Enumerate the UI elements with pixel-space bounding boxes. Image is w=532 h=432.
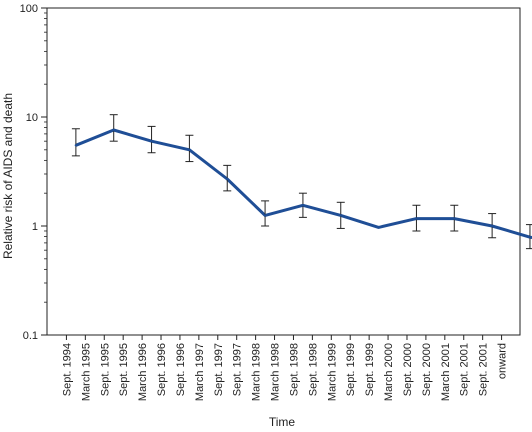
data-point — [377, 226, 380, 229]
x-tick-label: March 2001 — [440, 343, 452, 401]
x-tick-label: March 1995 — [80, 343, 92, 401]
y-tick-label: 100 — [20, 3, 38, 15]
y-tick-label: 0.1 — [23, 330, 38, 342]
plot-frame — [46, 7, 521, 336]
data-point — [188, 148, 191, 152]
data-point — [528, 235, 532, 239]
plot-area: 0.1 1 10 100 Sept. 1994 March 1995 Sept. 1995 S… — [20, 3, 532, 401]
data-point — [112, 128, 115, 132]
data-point — [150, 139, 153, 143]
y-tick-label: 10 — [26, 112, 38, 124]
x-tick-label: March 1998 — [251, 343, 263, 401]
x-tick-label: Sept. 1998 — [288, 343, 300, 396]
x-tick-label: Sept. 1999 — [364, 343, 376, 396]
x-tick-label: March 1996 — [137, 343, 149, 401]
x-tick-label: Sept. 1999 — [345, 343, 357, 396]
x-axis-label: Time — [269, 415, 296, 429]
x-tick-label: Sept. 2000 — [421, 343, 433, 396]
data-point — [226, 177, 229, 181]
x-tick-label: Sept. 1997 — [232, 343, 244, 396]
x-tick-label: March 1997 — [194, 343, 206, 401]
data-point — [263, 214, 267, 217]
x-tick-label: Sept. 2001 — [478, 343, 490, 396]
x-tick-label: Sept. 1996 — [175, 343, 187, 396]
x-tick-label: Sept. 1996 — [156, 343, 168, 396]
x-tick-label: Sept. 2001 — [459, 343, 471, 396]
data-point — [453, 217, 456, 220]
y-axis-label: Relative risk of AIDS and death — [1, 93, 15, 259]
data-point — [74, 144, 78, 147]
data-point — [301, 204, 305, 207]
data-point — [490, 224, 494, 228]
x-tick-label: Sept. 1998 — [307, 343, 319, 396]
data-point — [415, 217, 418, 220]
data-point — [339, 214, 342, 217]
x-tick-label: March 1999 — [326, 343, 338, 401]
x-tick-label: March 2000 — [383, 343, 395, 401]
x-tick-label: March 1998 — [270, 343, 282, 401]
x-tick-label: Sept. 1997 — [213, 343, 225, 396]
x-tick-label: onward — [497, 343, 509, 379]
x-tick-label: Sept. 1994 — [61, 343, 73, 396]
x-tick-label: Sept. 2000 — [402, 343, 414, 396]
x-tick-label: Sept. 1995 — [99, 343, 111, 396]
series-line — [75, 128, 532, 240]
x-tick-label: Sept. 1995 — [118, 343, 130, 396]
y-tick-label: 1 — [32, 221, 38, 233]
